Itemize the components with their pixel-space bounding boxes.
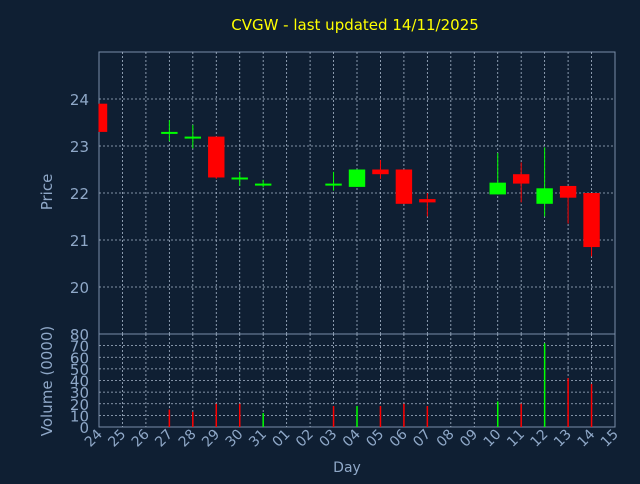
x-tick-label: 03 [316,427,340,451]
candle-body [161,131,178,134]
volume-bar [238,403,241,427]
volume-tick-label: 60 [70,349,89,367]
price-tick-label: 21 [70,232,89,250]
candle [325,171,342,191]
x-tick-label: 12 [528,427,552,451]
price-tick-label: 22 [70,185,89,203]
candle [161,120,178,142]
candle-body [489,182,506,195]
candle [395,169,413,204]
volume-bar [496,401,499,427]
candle [559,185,577,224]
candle [231,171,248,186]
candle-body [325,183,342,186]
price-tick-label: 24 [70,91,89,109]
volume-bar [403,403,405,427]
volume-bar [356,406,358,427]
candle [583,193,600,257]
candle [254,179,272,188]
volume-bar [543,343,546,427]
x-tick-label: 30 [223,427,247,451]
volume-tick-label: 40 [70,373,89,391]
candle [98,103,108,132]
volume-bar [426,406,429,427]
volume-bar [590,383,593,427]
x-tick-label: 05 [363,427,387,451]
volume-bar [262,413,264,427]
candle-body [254,183,272,186]
x-tick-label: 07 [410,427,434,451]
x-tick-label: 02 [293,427,317,451]
x-tick-label: 09 [457,427,481,451]
candle-body [184,136,202,139]
x-tick-label: 29 [199,427,223,451]
volume-bar [520,403,522,427]
volume-bar [379,406,382,427]
volume-bar [567,378,569,427]
volume-tick-label: 80 [70,326,89,344]
candle-body [559,185,577,198]
price-axis-label: Price [38,174,56,211]
x-tick-label: 25 [105,427,129,451]
candle [208,136,225,179]
volume-tick-label: 30 [70,384,89,402]
x-tick-label: 13 [551,427,575,451]
x-tick-label: 28 [176,427,200,451]
candle [536,147,553,217]
volume-bar [192,411,194,427]
candle [184,124,202,149]
volume-tick-label: 0 [79,419,89,437]
volume-bar [215,403,218,427]
x-tick-label: 01 [270,427,294,451]
candle [419,193,436,217]
candle-body [208,136,225,178]
volume-bar [168,409,171,427]
candle [372,160,389,179]
volume-tick-label: 70 [70,338,89,356]
candle-body [583,193,600,248]
x-tick-label: 15 [598,427,622,451]
volume-axis-label: Volume (0000) [38,326,56,436]
candle [512,162,530,203]
volume-tick-label: 50 [70,361,89,379]
volume-tick-label: 10 [70,407,89,425]
volume-tick-label: 20 [70,396,89,414]
chart-title: CVGW - last updated 14/11/2025 [231,16,479,34]
candle [489,153,506,195]
x-tick-label: 10 [481,427,505,451]
x-axis-label: Day [333,460,361,476]
x-tick-label: 14 [574,426,598,450]
price-tick-label: 20 [70,279,89,297]
candle-body [395,169,413,204]
candle-body [99,103,108,132]
x-tick-label: 27 [152,427,176,451]
price-tick-label: 23 [70,138,89,156]
candle-body [536,188,553,204]
x-tick-label: 06 [387,426,411,450]
x-tick-label: 11 [504,427,528,451]
x-axis: 24 25 26 27 28 29 30 31 01 02 03 04 05 06 07 08 09 10 11 12… [82,426,622,450]
x-tick-label: 31 [246,427,270,451]
volume-bar [332,406,335,427]
candle-body [231,177,248,180]
candle [348,169,366,187]
candle-body [348,169,366,187]
candle-body [419,199,436,203]
x-tick-label: 26 [129,426,153,450]
x-tick-label: 04 [340,426,364,450]
candle-body [372,169,389,175]
x-tick-label: 08 [434,427,458,451]
price-panel: 20 21 22 23 24 [70,51,616,335]
candle-body [512,174,530,184]
